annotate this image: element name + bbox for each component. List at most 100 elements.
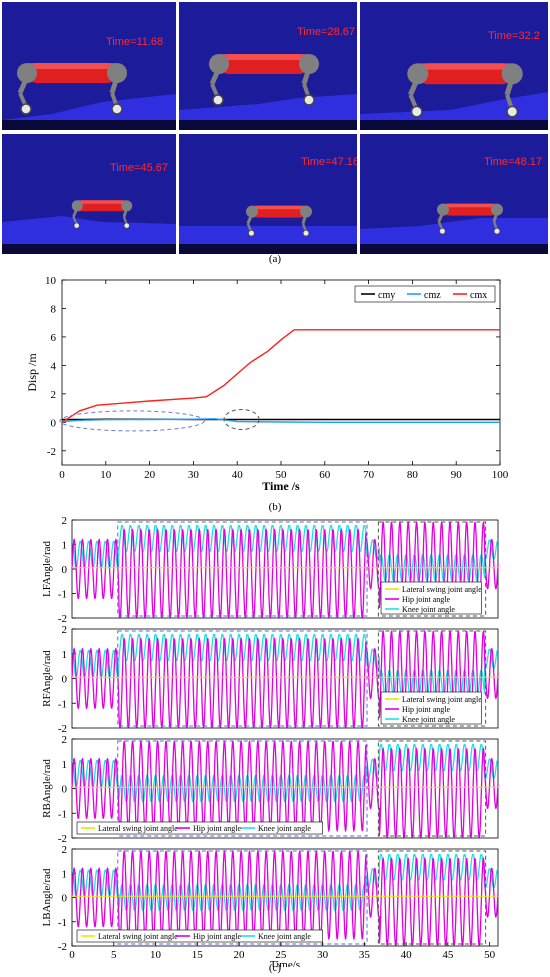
snapshot-frame: Time=32.2 bbox=[360, 2, 548, 130]
legend-entry: Knee joint angle bbox=[258, 932, 311, 941]
legend-entry: Lateral swing joint angle bbox=[98, 932, 178, 941]
y-tick-label: -2 bbox=[58, 723, 67, 735]
rear-hip-joint bbox=[491, 203, 503, 216]
phase-box bbox=[117, 630, 368, 727]
robot-body-highlight bbox=[443, 203, 497, 208]
y-tick-label: -1 bbox=[58, 917, 67, 929]
legend-entry-cmx: cmx bbox=[470, 290, 487, 301]
y-tick-label: 0 bbox=[62, 784, 68, 796]
series-line-hip bbox=[71, 849, 499, 946]
x-tick-label: 50 bbox=[484, 949, 496, 961]
rear-upper-leg bbox=[301, 213, 308, 225]
y-tick-label: 0 bbox=[62, 674, 68, 686]
x-tick-label: 5 bbox=[111, 949, 117, 961]
legend-entry: Hip joint angle bbox=[193, 824, 241, 833]
front-wheel bbox=[410, 105, 423, 118]
y-axis-label: RBAngle/rad bbox=[41, 759, 53, 818]
snapshot-scene bbox=[179, 134, 357, 254]
rear-wheel bbox=[303, 94, 315, 106]
front-wheel bbox=[438, 227, 446, 235]
plot-area bbox=[61, 279, 501, 466]
series-line-hip bbox=[71, 520, 499, 618]
series-line-hip bbox=[71, 629, 499, 728]
legend-entry: Lateral swing joint angle bbox=[402, 695, 482, 704]
y-tick-label: 10 bbox=[45, 275, 57, 287]
x-tick-label: 50 bbox=[276, 469, 288, 481]
phase-box bbox=[117, 521, 368, 617]
panel-a-label: (a) bbox=[268, 253, 282, 265]
y-tick-label: 0 bbox=[51, 417, 57, 429]
ground-base bbox=[179, 120, 357, 130]
series-line-hip bbox=[71, 739, 499, 838]
front-hip-joint bbox=[209, 54, 229, 74]
snapshot-scene bbox=[2, 134, 176, 254]
panel-c-label: (c) bbox=[268, 962, 282, 974]
rear-hip-joint bbox=[107, 63, 127, 83]
x-tick-label: 100 bbox=[492, 469, 509, 481]
joint-angle-charts: -2 -1 0 1 2 LFAngle/rad Lateral swing joint an… bbox=[41, 515, 499, 967]
rear-upper-leg bbox=[109, 76, 120, 94]
y-tick-label: -1 bbox=[58, 698, 67, 710]
rear-upper-leg bbox=[122, 207, 129, 218]
y-tick-label: 1 bbox=[62, 759, 68, 771]
front-hip-joint bbox=[17, 63, 37, 83]
phase-box bbox=[117, 850, 368, 945]
y-tick-label: 0 bbox=[62, 893, 68, 905]
snapshot-frame: Time=48.17 bbox=[360, 134, 548, 254]
rear-upper-leg bbox=[492, 211, 499, 223]
robot-body-highlight bbox=[27, 63, 117, 69]
front-hip-joint bbox=[407, 63, 429, 85]
x-axis-label: Time /s bbox=[262, 479, 300, 493]
snapshot-scene bbox=[360, 2, 548, 130]
legend-entry: Hip joint angle bbox=[402, 705, 450, 714]
x-tick-label: 60 bbox=[319, 469, 331, 481]
snapshot-scene bbox=[2, 2, 176, 130]
ground-base bbox=[2, 244, 176, 254]
robot bbox=[17, 63, 127, 115]
y-tick-label: -2 bbox=[58, 833, 67, 845]
y-tick-label: 2 bbox=[62, 624, 68, 636]
rear-wheel bbox=[302, 229, 310, 237]
x-tick-label: 45 bbox=[442, 949, 454, 961]
snapshot-scene bbox=[179, 2, 357, 130]
snapshot-time-label: Time=32.2 bbox=[488, 30, 540, 42]
robot bbox=[407, 63, 523, 118]
front-hip-joint bbox=[71, 200, 83, 212]
y-tick-label: 1 bbox=[62, 540, 68, 552]
x-tick-label: 30 bbox=[317, 949, 329, 961]
x-tick-label: 40 bbox=[232, 469, 244, 481]
front-upper-leg bbox=[407, 76, 421, 96]
rear-hip-joint bbox=[501, 63, 523, 85]
rear-wheel bbox=[506, 105, 519, 118]
legend-entry-cmz: cmz bbox=[424, 290, 441, 301]
rear-wheel bbox=[493, 227, 501, 235]
legend-box bbox=[76, 929, 323, 943]
x-tick-label: 70 bbox=[363, 469, 375, 481]
y-tick-label: -1 bbox=[58, 589, 67, 601]
robot-body-highlight bbox=[252, 205, 306, 210]
series-line-cmz bbox=[61, 418, 500, 423]
simulation-snapshots: Time=11.68 Time=28.67 Time=32.2 Time=45.67 T… bbox=[0, 0, 550, 270]
snapshot-time-label: Time=45.67 bbox=[110, 162, 168, 174]
legend-box bbox=[354, 285, 496, 303]
robot-body-highlight bbox=[417, 63, 513, 70]
robot bbox=[71, 200, 133, 229]
y-tick-label: -1 bbox=[58, 808, 67, 820]
rear-upper-leg bbox=[301, 67, 312, 85]
y-tick-label: -2 bbox=[58, 613, 67, 625]
ground-base bbox=[179, 244, 357, 254]
legend-entry: Lateral swing joint angle bbox=[402, 585, 482, 594]
legend-entry: Hip joint angle bbox=[193, 932, 241, 941]
y-tick-label: 8 bbox=[51, 303, 57, 315]
panel-b-label: (b) bbox=[268, 501, 282, 513]
phase-box bbox=[377, 521, 487, 617]
y-axis-label: LBAngle/rad bbox=[41, 868, 53, 927]
y-tick-label: -2 bbox=[47, 446, 56, 458]
snapshot-time-label: Time=28.67 bbox=[297, 26, 355, 38]
phase-box bbox=[377, 850, 487, 945]
x-tick-label: 15 bbox=[192, 949, 204, 961]
y-tick-label: 2 bbox=[62, 515, 68, 527]
y-tick-label: 1 bbox=[62, 649, 68, 661]
